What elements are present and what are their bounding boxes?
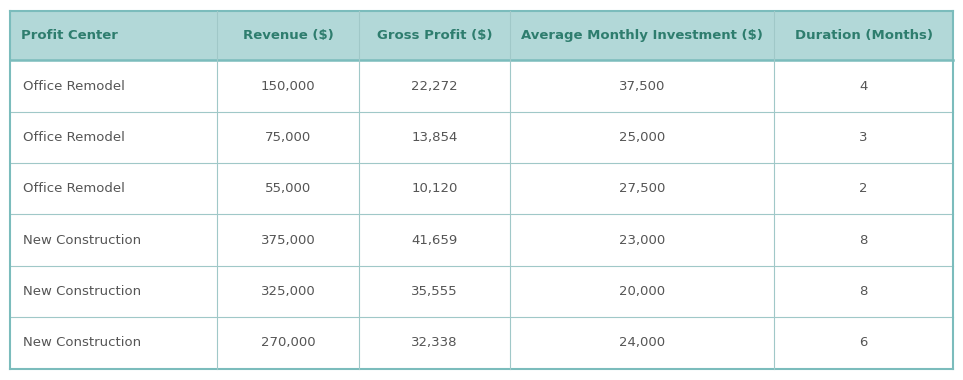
Bar xyxy=(359,163,509,214)
Text: Office Remodel: Office Remodel xyxy=(23,131,125,144)
Text: 8: 8 xyxy=(860,285,868,298)
Text: 25,000: 25,000 xyxy=(619,131,665,144)
Bar xyxy=(774,163,953,214)
Bar xyxy=(774,11,953,60)
Bar xyxy=(359,214,509,266)
Text: 3: 3 xyxy=(859,131,868,144)
Text: 8: 8 xyxy=(860,234,868,247)
Bar xyxy=(774,60,953,112)
Bar xyxy=(218,214,359,266)
Bar xyxy=(218,112,359,163)
Text: 13,854: 13,854 xyxy=(411,131,457,144)
Bar xyxy=(774,214,953,266)
Text: 375,000: 375,000 xyxy=(261,234,316,247)
Bar xyxy=(218,60,359,112)
Bar xyxy=(509,317,774,369)
Bar xyxy=(774,112,953,163)
Bar xyxy=(509,60,774,112)
Text: Revenue ($): Revenue ($) xyxy=(243,29,333,42)
Bar xyxy=(10,266,218,317)
Text: 27,500: 27,500 xyxy=(619,182,665,195)
Text: 270,000: 270,000 xyxy=(261,336,315,350)
Text: 2: 2 xyxy=(859,182,868,195)
Text: Average Monthly Investment ($): Average Monthly Investment ($) xyxy=(521,29,763,42)
Bar xyxy=(10,163,218,214)
Text: 325,000: 325,000 xyxy=(261,285,316,298)
Bar xyxy=(359,11,509,60)
Bar xyxy=(359,317,509,369)
Text: New Construction: New Construction xyxy=(23,234,142,247)
Text: 10,120: 10,120 xyxy=(411,182,457,195)
Bar xyxy=(509,11,774,60)
Bar xyxy=(10,317,218,369)
Bar xyxy=(509,112,774,163)
Text: New Construction: New Construction xyxy=(23,285,142,298)
Text: 22,272: 22,272 xyxy=(411,79,457,92)
Text: 41,659: 41,659 xyxy=(411,234,457,247)
Text: Duration (Months): Duration (Months) xyxy=(794,29,933,42)
Text: 75,000: 75,000 xyxy=(265,131,311,144)
Bar xyxy=(509,163,774,214)
Text: New Construction: New Construction xyxy=(23,336,142,350)
Bar xyxy=(10,60,218,112)
Bar xyxy=(218,163,359,214)
Bar xyxy=(218,317,359,369)
Text: Gross Profit ($): Gross Profit ($) xyxy=(377,29,492,42)
Bar xyxy=(359,60,509,112)
Text: 35,555: 35,555 xyxy=(411,285,457,298)
Bar xyxy=(10,214,218,266)
Text: Office Remodel: Office Remodel xyxy=(23,79,125,92)
Text: Office Remodel: Office Remodel xyxy=(23,182,125,195)
Text: 37,500: 37,500 xyxy=(619,79,665,92)
Text: 20,000: 20,000 xyxy=(619,285,665,298)
Bar xyxy=(774,266,953,317)
Bar xyxy=(774,317,953,369)
Text: 150,000: 150,000 xyxy=(261,79,315,92)
Text: 4: 4 xyxy=(860,79,868,92)
Text: Profit Center: Profit Center xyxy=(21,29,118,42)
Bar xyxy=(10,112,218,163)
Text: 32,338: 32,338 xyxy=(411,336,457,350)
Text: 55,000: 55,000 xyxy=(265,182,311,195)
Bar xyxy=(359,112,509,163)
Bar xyxy=(509,214,774,266)
Bar xyxy=(509,266,774,317)
Text: 23,000: 23,000 xyxy=(619,234,665,247)
Bar xyxy=(218,11,359,60)
Bar xyxy=(359,266,509,317)
Text: 24,000: 24,000 xyxy=(619,336,665,350)
Bar xyxy=(10,11,218,60)
Bar xyxy=(218,266,359,317)
Text: 6: 6 xyxy=(860,336,868,350)
